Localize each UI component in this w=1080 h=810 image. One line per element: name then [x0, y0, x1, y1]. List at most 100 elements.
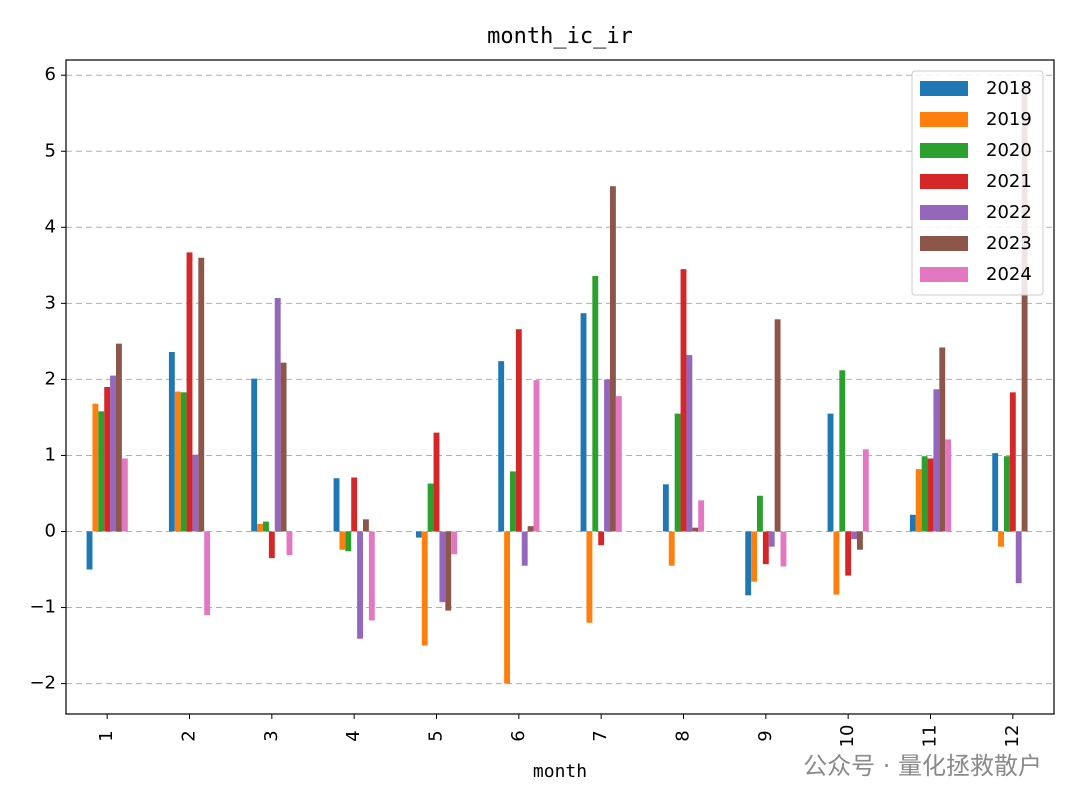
bar — [768, 531, 775, 547]
bar — [780, 531, 787, 567]
bar — [939, 347, 946, 532]
bar — [274, 298, 281, 532]
bar — [1021, 82, 1028, 532]
bar — [351, 477, 358, 532]
bar — [445, 531, 452, 611]
legend-swatch — [920, 205, 968, 220]
y-tick-label: −1 — [29, 597, 56, 618]
bar — [362, 519, 369, 532]
bar — [992, 453, 999, 532]
legend-label: 2024 — [986, 264, 1032, 285]
bar — [933, 389, 940, 532]
legend-swatch — [920, 81, 968, 96]
x-tick-label: 1 — [96, 730, 117, 741]
bar — [433, 432, 440, 532]
x-tick-label: 10 — [837, 725, 858, 748]
x-tick-label: 9 — [755, 730, 776, 741]
bar — [998, 531, 1005, 547]
bar — [439, 531, 446, 603]
bar — [774, 319, 781, 532]
legend-swatch — [920, 174, 968, 189]
bar — [192, 454, 199, 532]
bar — [357, 531, 363, 639]
bar — [662, 484, 669, 532]
bar — [686, 355, 693, 532]
bar — [498, 361, 505, 532]
bar — [921, 456, 928, 532]
bar — [174, 391, 181, 532]
bar — [180, 392, 187, 532]
bar — [692, 527, 699, 532]
bar — [168, 352, 175, 532]
bar — [586, 531, 593, 623]
bar — [268, 531, 275, 559]
x-tick-label: 11 — [920, 725, 941, 748]
x-tick-label: 12 — [1002, 725, 1023, 748]
bar — [368, 531, 375, 621]
bar — [909, 514, 916, 532]
bar — [945, 439, 952, 532]
bar — [121, 458, 128, 532]
bar — [98, 411, 105, 532]
chart-title: month_ic_ir — [487, 24, 633, 49]
bar — [609, 186, 616, 532]
x-tick-label: 8 — [673, 730, 694, 741]
x-axis-label: month — [533, 761, 587, 782]
bar — [1004, 456, 1010, 532]
bar — [415, 531, 422, 538]
bar — [592, 275, 599, 532]
y-tick-label: 4 — [45, 216, 56, 237]
bar — [280, 362, 287, 532]
bar — [333, 478, 340, 532]
x-tick-label: 2 — [179, 730, 200, 741]
bar — [86, 531, 93, 570]
bar — [580, 313, 587, 532]
bar — [286, 531, 293, 556]
bar — [198, 257, 205, 532]
legend-label: 2022 — [986, 202, 1032, 223]
bar — [515, 329, 522, 532]
legend-label: 2018 — [986, 78, 1032, 99]
bar — [421, 531, 428, 646]
bar — [674, 413, 681, 532]
bar — [757, 495, 763, 532]
watermark: 公众号 · 量化拯救散户 — [803, 752, 1042, 780]
x-tick-label: 5 — [426, 730, 447, 741]
bar — [257, 523, 264, 532]
bar — [698, 500, 705, 532]
bar — [510, 471, 516, 532]
bar — [204, 531, 211, 616]
bar — [915, 469, 922, 532]
y-tick-label: 5 — [45, 140, 56, 161]
bar — [1009, 392, 1016, 532]
bar — [927, 458, 934, 532]
bar — [862, 449, 869, 532]
bar — [833, 531, 840, 595]
y-tick-label: 2 — [45, 368, 56, 389]
x-tick-label: 3 — [261, 730, 282, 741]
bar — [533, 380, 540, 532]
bar — [745, 531, 752, 596]
bar — [527, 526, 534, 532]
bar — [851, 531, 857, 540]
legend-label: 2023 — [986, 233, 1032, 254]
bar — [668, 531, 675, 566]
x-tick-label: 4 — [343, 730, 364, 741]
bar — [845, 531, 852, 576]
bar — [251, 378, 258, 532]
bar — [856, 531, 863, 550]
y-tick-label: 6 — [45, 64, 56, 85]
legend-label: 2021 — [986, 171, 1032, 192]
bar — [504, 531, 511, 684]
x-tick-label: 7 — [590, 730, 611, 741]
bar — [104, 387, 111, 532]
bar — [827, 413, 834, 532]
bar — [115, 343, 122, 532]
bar — [521, 531, 528, 566]
legend-swatch — [920, 143, 968, 158]
x-tick-label: 6 — [508, 730, 529, 741]
bar — [263, 521, 269, 532]
y-tick-label: 3 — [45, 292, 56, 313]
bar — [762, 531, 769, 565]
